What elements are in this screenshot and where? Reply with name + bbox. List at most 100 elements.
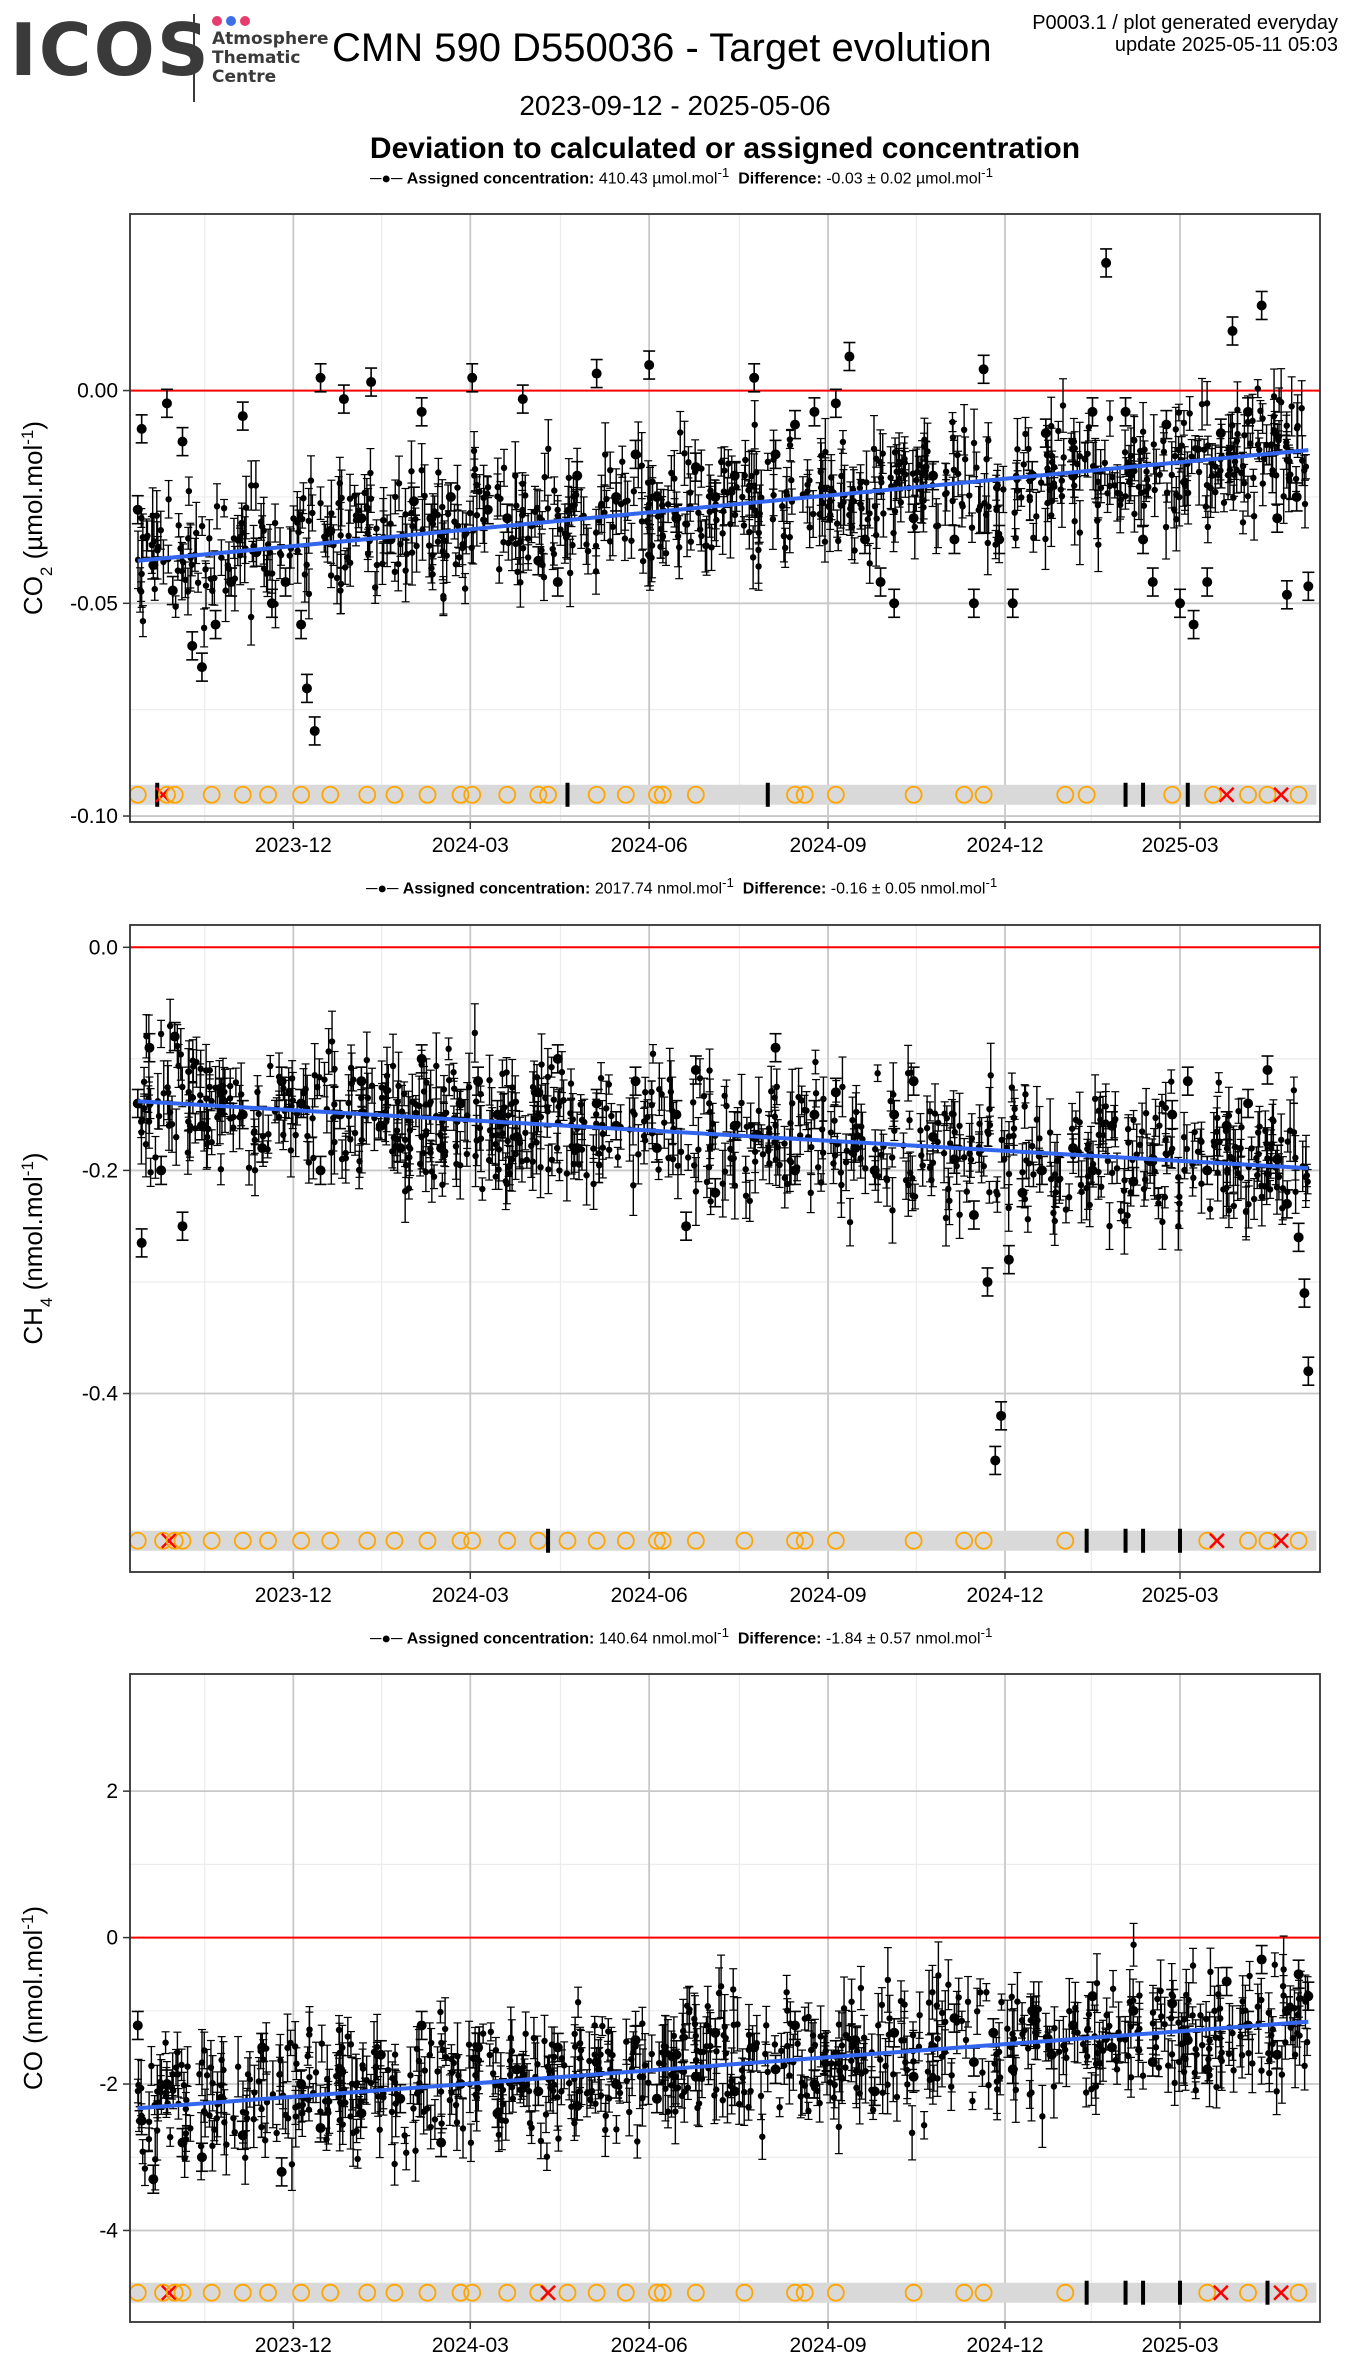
data-point (1290, 1087, 1298, 1094)
data-point (718, 458, 725, 466)
data-point (1186, 410, 1193, 417)
data-point (1019, 1169, 1026, 1176)
data-point (568, 503, 575, 511)
data-point (1018, 494, 1025, 501)
data-point (1206, 1205, 1214, 1213)
data-point (949, 534, 960, 545)
data-point (658, 1091, 665, 1098)
y-tick-label: -0.10 (70, 805, 118, 828)
data-point (515, 539, 523, 547)
data-point (1162, 1150, 1169, 1157)
data-point (251, 1128, 258, 1135)
data-point (373, 525, 380, 532)
data-point (519, 545, 527, 552)
data-point (1051, 483, 1058, 490)
data-point (750, 482, 758, 489)
data-point (1135, 483, 1143, 491)
data-point (951, 1128, 958, 1136)
data-point (779, 502, 786, 510)
data-point (512, 1150, 519, 1158)
data-point (1184, 489, 1192, 497)
data-point (1098, 1183, 1105, 1191)
data-point (1052, 1189, 1059, 1196)
data-point (605, 1081, 613, 1088)
data-point (419, 526, 426, 534)
data-point (266, 598, 277, 609)
data-point (1025, 445, 1032, 453)
data-point (1161, 419, 1172, 430)
data-point (949, 434, 957, 441)
data-point (812, 1090, 820, 1097)
data-point (330, 1114, 337, 1122)
data-point (545, 1166, 552, 1173)
data-point (1128, 471, 1136, 479)
data-point (675, 544, 683, 551)
data-point (1068, 438, 1075, 445)
legend-difference-sup: -1 (980, 1625, 993, 1640)
data-point (1256, 300, 1267, 311)
data-point (677, 429, 684, 436)
data-point (662, 549, 670, 557)
data-point (720, 488, 728, 495)
flag-circle-marker (202, 785, 221, 804)
flag-band (129, 784, 1317, 805)
data-point (1260, 455, 1268, 462)
data-point (1081, 455, 1089, 463)
data-point (713, 516, 720, 524)
data-point (942, 468, 950, 475)
data-point (1183, 1145, 1191, 1153)
data-point (1227, 326, 1238, 337)
x-tick-label: 2024-03 (432, 834, 509, 857)
data-point (707, 1198, 714, 1205)
flag-circle-marker (648, 785, 666, 804)
data-point (560, 1096, 567, 1104)
data-point (751, 421, 758, 428)
data-point (301, 683, 312, 694)
data-point (300, 495, 307, 502)
legend-point-icon: ─●─ (366, 880, 399, 898)
data-point (1095, 541, 1102, 548)
x-tick-label: 2024-09 (790, 1584, 867, 1607)
data-point (482, 504, 493, 515)
data-point (968, 524, 976, 531)
data-point (193, 529, 200, 537)
data-point (822, 485, 829, 493)
data-point (224, 562, 232, 569)
data-point (167, 585, 178, 596)
data-point (629, 1108, 637, 1115)
data-point (1147, 577, 1158, 588)
data-point (166, 1022, 174, 1030)
data-point (949, 497, 956, 505)
data-point (206, 535, 213, 542)
data-point (809, 406, 820, 417)
data-point (1094, 502, 1102, 509)
data-point (1037, 479, 1045, 486)
data-point (255, 1110, 262, 1118)
data-point (1291, 491, 1302, 502)
data-point (681, 450, 688, 457)
data-point (152, 1154, 159, 1161)
data-point (806, 524, 813, 531)
logo-dot-1 (212, 16, 222, 26)
flag-circle-marker (463, 785, 482, 804)
data-point (275, 1113, 283, 1121)
data-point (1302, 1173, 1309, 1181)
data-point (638, 462, 645, 469)
legend-difference-label: Difference: (738, 170, 822, 188)
x-tick-label: 2025-03 (1141, 834, 1218, 857)
data-point (296, 619, 307, 630)
data-point (144, 532, 151, 540)
data-point (834, 537, 842, 545)
data-point (706, 1108, 714, 1116)
data-point (1111, 482, 1119, 489)
data-point (871, 1145, 879, 1153)
data-point (1008, 1084, 1016, 1091)
data-point (1292, 475, 1300, 483)
data-point (501, 1104, 508, 1111)
flag-circle-marker (587, 785, 606, 804)
data-point (563, 1170, 571, 1177)
data-point (194, 579, 202, 586)
data-point (1048, 452, 1055, 460)
data-point (639, 557, 647, 565)
data-point (440, 592, 447, 600)
